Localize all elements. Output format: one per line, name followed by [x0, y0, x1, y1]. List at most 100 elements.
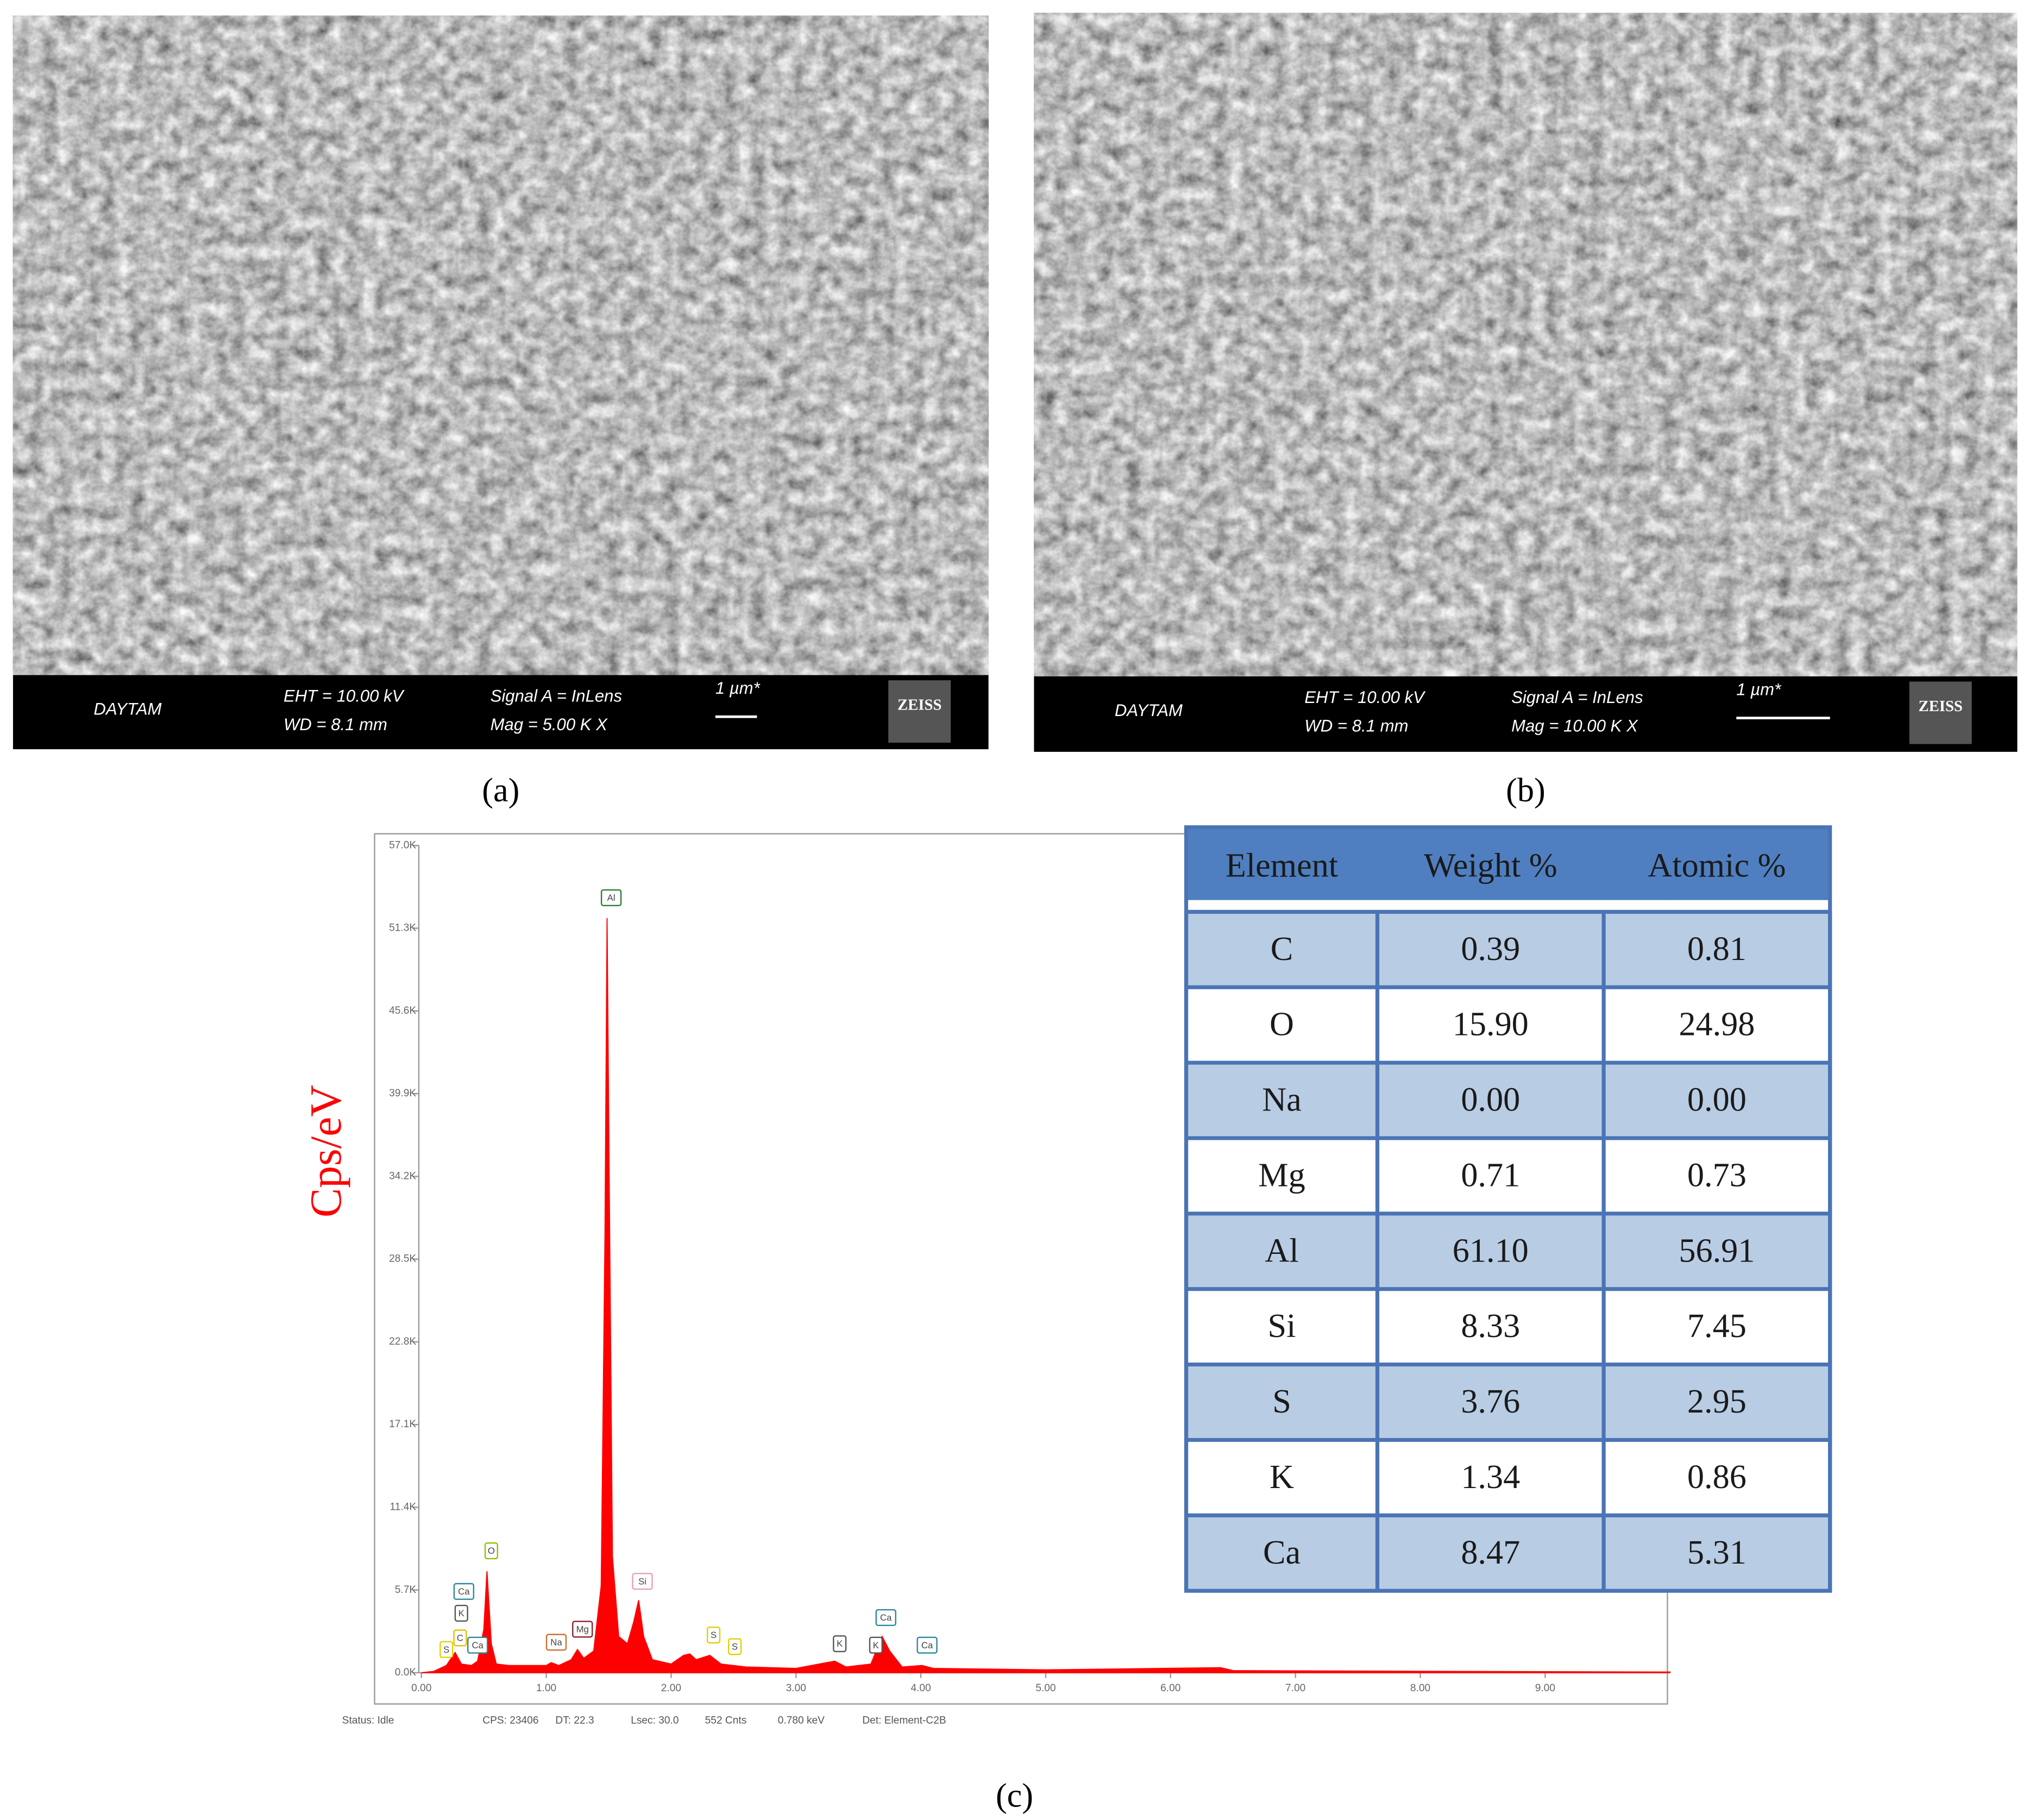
caption: (a): [482, 772, 519, 809]
table-row-bg: [1186, 987, 1830, 1063]
table-cell: 15.90: [1453, 1006, 1529, 1043]
sem-image: [1034, 12, 2018, 676]
table-cell: Na: [1262, 1082, 1302, 1119]
peak-label-box: [728, 1638, 742, 1655]
peak-label-box: [916, 1636, 938, 1654]
x-tick-label: 6.00: [1160, 1683, 1180, 1694]
table-cell: Al: [1265, 1232, 1298, 1269]
table-row-bg: [1186, 1138, 1830, 1214]
peak-label: Ca: [458, 1586, 470, 1597]
x-tick-label: 7.00: [1285, 1683, 1305, 1694]
signal: Signal A = InLens: [491, 687, 622, 706]
table-cell: 0.81: [1687, 931, 1747, 968]
wd: WD = 8.1 mm: [1304, 717, 1408, 736]
y-tick-label: 0.0K: [395, 1667, 417, 1678]
peak-label: Ca: [472, 1640, 483, 1650]
table-cell: 56.91: [1679, 1232, 1755, 1269]
peak-label-box: [572, 1621, 593, 1638]
x-tick-label: 2.00: [661, 1683, 681, 1694]
status-item: Status: Idle: [342, 1715, 394, 1727]
status-item: Det: Element-C2B: [862, 1715, 946, 1727]
table-cell: C: [1271, 931, 1293, 968]
peak-label: Na: [550, 1637, 562, 1647]
table-header-bg: [1186, 827, 1830, 900]
table-cell: 0.00: [1461, 1082, 1520, 1119]
peak-label: K: [837, 1639, 843, 1649]
y-tick-label: 39.9K: [389, 1088, 416, 1099]
table-cell: 0.71: [1461, 1157, 1520, 1194]
peak-label: S: [711, 1630, 717, 1640]
table-cell: 7.45: [1687, 1308, 1747, 1345]
table-cell: 5.31: [1687, 1534, 1747, 1571]
table-cell: 0.39: [1461, 931, 1520, 968]
brand: ZEISS: [897, 696, 941, 714]
peak-label: S: [443, 1645, 449, 1655]
peak-label: Mg: [576, 1624, 589, 1634]
table-header: Weight %: [1424, 848, 1557, 884]
table-row-bg: [1186, 1440, 1830, 1516]
scale-label: 1 µm*: [715, 679, 761, 698]
operator: DAYTAM: [1115, 701, 1183, 720]
table-cell: 61.10: [1453, 1232, 1529, 1269]
table-header: Element: [1226, 848, 1338, 884]
x-tick-label: 5.00: [1035, 1683, 1056, 1694]
operator: DAYTAM: [93, 699, 161, 718]
caption: (b): [1506, 772, 1546, 809]
peak-label-box: [545, 1634, 567, 1651]
spectrum-area: [421, 918, 1671, 1673]
table-row-bg: [1186, 1364, 1830, 1440]
x-tick-label: 3.00: [786, 1683, 806, 1694]
status-item: 552 Cnts: [705, 1715, 747, 1727]
signal: Signal A = InLens: [1511, 688, 1643, 707]
brand: ZEISS: [1918, 698, 1962, 715]
peak-label: S: [732, 1642, 738, 1652]
caption: (c): [996, 1777, 1033, 1814]
eht: EHT = 10.00 kV: [284, 687, 405, 706]
peak-label-box: [439, 1641, 454, 1658]
table-cell: 0.00: [1687, 1082, 1747, 1119]
table-row-bg: [1186, 1213, 1830, 1289]
peak-label: O: [488, 1546, 495, 1556]
table-cell: S: [1272, 1383, 1291, 1420]
y-tick-label: 57.0K: [389, 839, 416, 851]
x-tick-label: 4.00: [910, 1683, 931, 1694]
table-row-bg: [1186, 1063, 1830, 1138]
peak-label: Ca: [880, 1612, 892, 1623]
peak-label-box: [454, 1604, 468, 1622]
scale-label: 1 µm*: [1736, 680, 1781, 699]
y-tick-label: 17.1K: [389, 1419, 416, 1430]
info-bar: [12, 675, 989, 750]
table-cell: 0.73: [1687, 1157, 1747, 1194]
table-cell: 1.34: [1461, 1459, 1520, 1496]
x-tick-label: 9.00: [1535, 1683, 1555, 1694]
peak-label-box: [467, 1636, 488, 1654]
table-cell: 0.86: [1687, 1459, 1747, 1496]
table-border: [1184, 825, 1832, 1593]
table-cell: 3.76: [1461, 1383, 1520, 1420]
peak-label: Si: [638, 1576, 646, 1586]
eht: EHT = 10.00 kV: [1304, 688, 1426, 707]
table-cell: Si: [1268, 1308, 1296, 1345]
peak-label-box: [453, 1583, 475, 1600]
y-tick-label: 51.3K: [389, 922, 416, 934]
y-tick-label: 34.2K: [389, 1170, 416, 1182]
y-tick-label: 28.5K: [389, 1253, 416, 1265]
y-tick-label: 5.7K: [395, 1584, 417, 1596]
table-cell: K: [1270, 1459, 1294, 1496]
y-tick-label: 11.4K: [390, 1501, 417, 1513]
y-tick-label: 22.8K: [389, 1336, 416, 1347]
table-cell: 24.98: [1679, 1006, 1755, 1043]
table-header: Atomic %: [1648, 848, 1786, 884]
x-tick-label: 0.00: [411, 1683, 431, 1694]
info-bar: [1034, 676, 2018, 752]
table-cell: 2.95: [1687, 1383, 1747, 1420]
peak-label: K: [873, 1640, 879, 1650]
peak-label-box: [833, 1635, 847, 1653]
wd: WD = 8.1 mm: [284, 715, 387, 734]
sem-image: [12, 15, 989, 675]
peak-label: Al: [607, 893, 615, 903]
logo-box: [1909, 681, 1972, 744]
peak-label: C: [457, 1633, 463, 1643]
